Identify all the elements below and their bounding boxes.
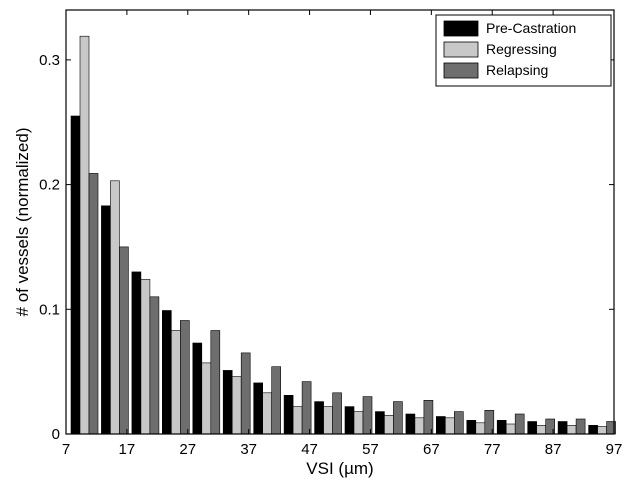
- x-tick-label-9: 97: [606, 441, 623, 458]
- bar-pre-castration-6: [254, 383, 263, 434]
- bar-pre-castration-3: [162, 311, 171, 435]
- bar-pre-castration-12: [436, 417, 445, 435]
- bar-regressing-1: [110, 181, 119, 434]
- bar-pre-castration-17: [589, 425, 598, 434]
- bar-relapsing-11: [424, 400, 433, 434]
- legend-label-1: Regressing: [486, 41, 557, 57]
- bar-regressing-12: [445, 418, 454, 434]
- x-axis-title: VSI (µm): [306, 459, 373, 478]
- y-tick-label-1: 0.1: [39, 301, 60, 318]
- bar-relapsing-12: [454, 412, 463, 434]
- bar-regressing-15: [537, 425, 546, 434]
- bar-relapsing-10: [393, 402, 402, 434]
- bar-relapsing-6: [272, 367, 281, 434]
- bar-pre-castration-8: [315, 402, 324, 434]
- bar-regressing-2: [141, 279, 150, 434]
- bar-regressing-11: [415, 418, 424, 434]
- bar-regressing-8: [324, 407, 333, 434]
- bar-regressing-17: [598, 427, 607, 435]
- bar-pre-castration-10: [375, 412, 384, 434]
- bars-group: [71, 36, 616, 434]
- bar-pre-castration-7: [284, 395, 293, 434]
- bar-regressing-10: [384, 415, 393, 434]
- bar-regressing-6: [263, 393, 272, 434]
- legend-swatch-2: [444, 63, 478, 78]
- x-tick-label-1: 17: [119, 441, 136, 458]
- bar-relapsing-9: [363, 397, 372, 434]
- y-axis-title: # of vessels (normalized): [13, 128, 32, 317]
- bar-pre-castration-14: [497, 420, 506, 434]
- bar-regressing-9: [354, 412, 363, 434]
- bar-regressing-7: [293, 407, 302, 434]
- x-tick-label-5: 57: [362, 441, 379, 458]
- bar-relapsing-0: [89, 173, 98, 434]
- bar-relapsing-8: [333, 393, 342, 434]
- y-tick-label-3: 0.3: [39, 52, 60, 69]
- bar-relapsing-1: [119, 247, 128, 434]
- bar-relapsing-2: [150, 297, 159, 434]
- bar-pre-castration-1: [101, 206, 110, 434]
- x-tick-label-8: 87: [545, 441, 562, 458]
- y-tick-label-0: 0: [52, 426, 60, 443]
- bar-regressing-0: [80, 36, 89, 434]
- legend: Pre-Castration Regressing Relapsing: [436, 15, 611, 86]
- bar-regressing-14: [506, 424, 515, 434]
- bar-pre-castration-16: [558, 422, 567, 435]
- x-tick-label-3: 37: [240, 441, 257, 458]
- bar-pre-castration-5: [223, 370, 232, 434]
- x-tick-label-2: 27: [179, 441, 196, 458]
- bar-pre-castration-9: [345, 407, 354, 434]
- x-tick-label-7: 77: [484, 441, 501, 458]
- bar-pre-castration-4: [193, 343, 202, 434]
- bar-relapsing-3: [180, 321, 189, 435]
- x-tick-label-0: 7: [62, 441, 70, 458]
- bar-pre-castration-13: [467, 420, 476, 434]
- y-tick-label-2: 0.2: [39, 177, 60, 194]
- bar-relapsing-14: [515, 414, 524, 434]
- legend-swatch-0: [444, 21, 478, 36]
- bar-pre-castration-2: [132, 272, 141, 434]
- x-tick-label-4: 47: [301, 441, 318, 458]
- bar-regressing-4: [202, 363, 211, 434]
- bar-relapsing-4: [211, 331, 220, 435]
- legend-label-2: Relapsing: [486, 62, 548, 78]
- bar-pre-castration-11: [406, 414, 415, 434]
- legend-swatch-1: [444, 42, 478, 57]
- bar-pre-castration-15: [528, 422, 537, 435]
- legend-label-0: Pre-Castration: [486, 20, 576, 36]
- bar-relapsing-7: [302, 382, 311, 434]
- bar-regressing-16: [567, 425, 576, 434]
- bar-regressing-3: [171, 331, 180, 435]
- bar-relapsing-5: [241, 353, 250, 434]
- bar-regressing-13: [476, 423, 485, 434]
- bar-pre-castration-0: [71, 116, 80, 434]
- x-tick-label-6: 67: [423, 441, 440, 458]
- bar-relapsing-16: [576, 419, 585, 434]
- bar-regressing-5: [232, 377, 241, 434]
